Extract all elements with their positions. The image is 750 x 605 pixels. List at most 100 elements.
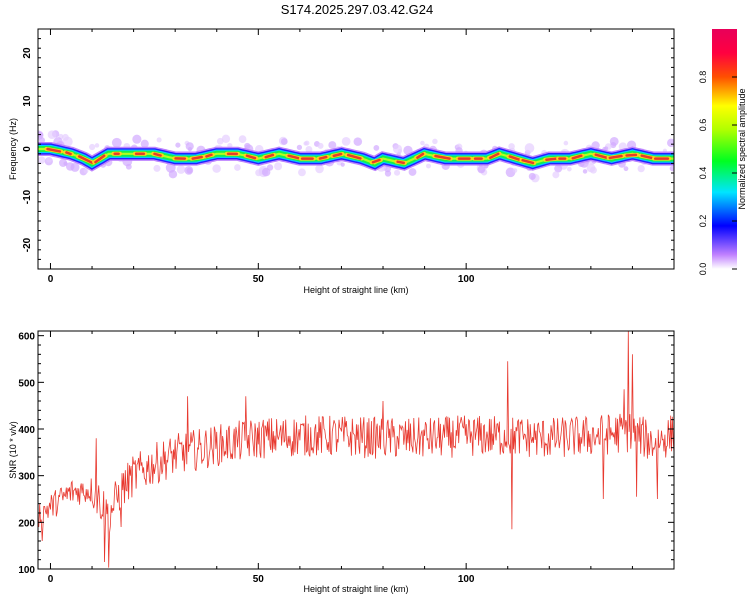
heatmap-halo-blob [564, 141, 569, 146]
colorbar-tick-label: 0.0 [698, 263, 708, 276]
colorbar-tick-label: 0.4 [698, 167, 708, 180]
heatmap-halo-blob [508, 143, 515, 150]
heatmap-halo-blob [354, 137, 363, 146]
snr-x-tick-label: 50 [253, 574, 265, 585]
colorbar-tick-label: 0.8 [698, 71, 708, 84]
heatmap-plot-area [34, 130, 675, 182]
heatmap-x-tick-label: 0 [48, 274, 54, 285]
heatmap-halo-blob [385, 170, 391, 176]
snr-y-tick-label: 100 [18, 565, 35, 576]
snr-chart: 0 50 100 100 200 300 400 500 600 Height of strai… [8, 331, 674, 594]
heatmap-halo-blob [95, 143, 100, 148]
heatmap-peak-segment [66, 152, 70, 154]
heatmap-y-label: Frequency (Hz) [8, 118, 18, 180]
heatmap-halo-blob [373, 145, 379, 151]
heatmap-halo-blob [328, 141, 336, 149]
heatmap-chart: 0 50 100 -20 -10 0 10 20 Height of straight lin… [8, 29, 675, 295]
snr-y-tick-label: 500 [18, 378, 35, 389]
snr-y-tick-label: 400 [18, 425, 35, 436]
heatmap-halo-blob [552, 171, 559, 178]
heatmap-y-tick-label: 0 [22, 146, 33, 152]
heatmap-halo-blob [175, 143, 180, 148]
heatmap-halo-blob [239, 135, 247, 143]
heatmap-halo-blob [426, 164, 431, 169]
heatmap-halo-blob [567, 167, 572, 172]
heatmap-halo-blob [342, 137, 351, 146]
heatmap-halo-blob [529, 173, 536, 180]
heatmap-y-tick-label: 10 [22, 95, 33, 107]
heatmap-halo-blob [297, 145, 302, 150]
colorbar-gradient [712, 29, 737, 269]
heatmap-halo-blob [34, 131, 43, 140]
heatmap-halo-blob [274, 162, 282, 170]
colorbar: 0.0 0.2 0.4 0.6 0.8 Normalized spectral ampl… [698, 29, 747, 275]
colorbar-tick-label: 0.2 [698, 215, 708, 228]
heatmap-y-tick-label: -20 [22, 237, 33, 252]
snr-x-tick-label: 0 [48, 574, 54, 585]
heatmap-halo-blob [513, 168, 518, 173]
heatmap-halo-blob [281, 138, 288, 145]
colorbar-label: Normalized spectral amplitude [737, 88, 747, 209]
colorbar-tick-label: 0.6 [698, 119, 708, 132]
heatmap-peak-segment [320, 157, 326, 159]
heatmap-halo-blob [610, 137, 619, 146]
heatmap-halo-blob [62, 134, 69, 141]
heatmap-halo-blob [298, 168, 306, 176]
heatmap-halo-blob [153, 165, 160, 172]
heatmap-halo-blob [126, 164, 132, 170]
heatmap-halo-blob [583, 169, 588, 174]
heatmap-halo-blob [409, 168, 417, 176]
heatmap-halo-blob [432, 139, 437, 144]
heatmap-halo-blob [318, 143, 324, 149]
heatmap-halo-blob [234, 164, 241, 171]
snr-x-label: Height of straight line (km) [303, 584, 408, 594]
heatmap-halo-blob [177, 165, 186, 174]
heatmap-halo-blob [84, 168, 89, 173]
heatmap-halo-blob [112, 138, 122, 148]
snr-series-line [38, 331, 674, 568]
heatmap-halo-blob [217, 138, 224, 145]
snr-y-tick-label: 200 [18, 518, 35, 529]
heatmap-peak-segment [398, 162, 404, 163]
snr-y-tick-label: 300 [18, 472, 35, 483]
heatmap-halo-blob [393, 144, 402, 153]
heatmap-y-tick-label: -10 [22, 189, 33, 204]
heatmap-x-tick-label: 100 [458, 274, 475, 285]
heatmap-halo-blob [66, 162, 75, 171]
heatmap-halo-blob [525, 143, 535, 153]
snr-axes: 0 50 100 100 200 300 400 500 600 [18, 331, 674, 585]
heatmap-halo-blob [89, 144, 95, 150]
heatmap-peak-segment [154, 154, 160, 156]
heatmap-halo-blob [670, 166, 676, 172]
heatmap-halo-blob [188, 147, 192, 151]
heatmap-halo-blob [48, 130, 57, 139]
snr-y-label: SNR (10 * v/v) [8, 421, 18, 479]
heatmap-halo-blob [255, 169, 262, 176]
heatmap-peak-segment [546, 159, 556, 160]
heatmap-halo-blob [186, 168, 192, 174]
snr-y-tick-label: 600 [18, 332, 35, 343]
heatmap-peak-segment [193, 157, 202, 159]
heatmap-y-tick-label: 20 [22, 47, 33, 59]
heatmap-peak-segment [206, 155, 211, 157]
heatmap-halo-blob [267, 164, 273, 170]
heatmap-peak-segment [627, 155, 636, 156]
heatmap-halo-blob [244, 143, 250, 149]
heatmap-x-label: Height of straight line (km) [303, 285, 408, 295]
figure-title: S174.2025.297.03.42.G24 [281, 2, 434, 17]
heatmap-halo-blob [38, 156, 45, 163]
heatmap-halo-blob [59, 159, 67, 167]
heatmap-halo-blob [341, 163, 345, 167]
heatmap-halo-blob [587, 164, 596, 173]
heatmap-halo-blob [46, 157, 52, 163]
heatmap-halo-blob [420, 141, 425, 146]
heatmap-halo-blob [157, 137, 162, 142]
heatmap-halo-blob [394, 170, 400, 176]
heatmap-halo-blob [638, 165, 645, 172]
heatmap-halo-blob [212, 164, 221, 173]
heatmap-x-tick-label: 50 [253, 274, 265, 285]
heatmap-halo-blob [304, 141, 309, 146]
snr-x-tick-label: 100 [458, 574, 475, 585]
heatmap-halo-blob [315, 165, 324, 174]
